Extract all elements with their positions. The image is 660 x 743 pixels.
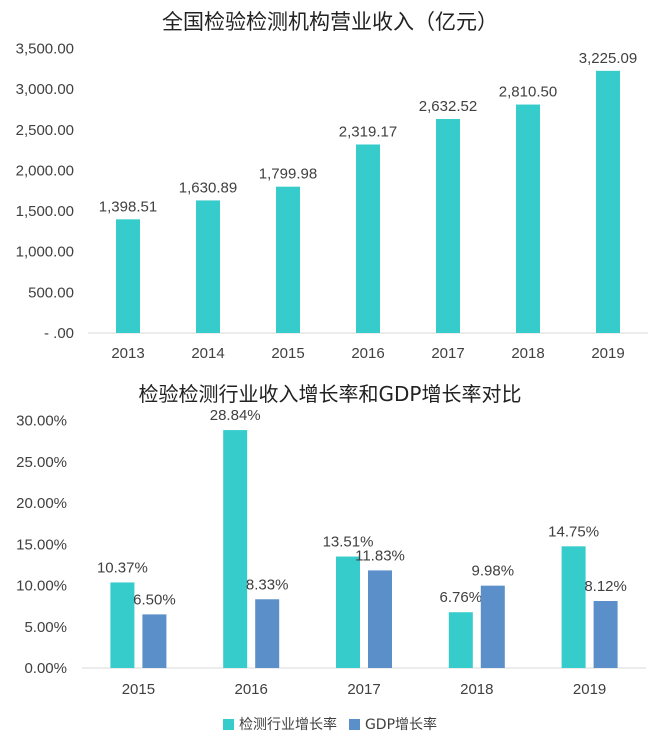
chart2-bar-industry bbox=[223, 430, 248, 668]
chart1-data-label: 1,799.98 bbox=[259, 166, 317, 183]
chart2-data-label-industry: 28.84% bbox=[210, 407, 261, 424]
chart2-bar-industry bbox=[561, 546, 586, 668]
chart2-data-label-gdp: 11.83% bbox=[355, 547, 405, 564]
chart1-ytick-label: 3,500.00 bbox=[16, 41, 74, 58]
chart1-xtick-label: 2019 bbox=[591, 345, 624, 362]
chart2-xtick-label: 2017 bbox=[347, 681, 380, 698]
chart1-xtick-label: 2018 bbox=[511, 345, 544, 362]
chart1-title: 全国检验检测机构营业收入（亿元） bbox=[162, 10, 498, 34]
chart2-bar-gdp bbox=[368, 570, 392, 668]
chart2-bar-gdp bbox=[593, 601, 618, 668]
chart1-ytick-label: 500.00 bbox=[28, 284, 74, 301]
chart2-bar-gdp bbox=[480, 585, 505, 668]
legend-item-gdp: GDP增长率 bbox=[348, 714, 438, 734]
chart2-xtick-label: 2015 bbox=[122, 681, 155, 698]
chart1-bar bbox=[356, 144, 380, 333]
chart2-data-label-industry: 13.51% bbox=[323, 534, 374, 551]
chart2-ytick-label: 30.00% bbox=[16, 413, 67, 430]
chart1-bar bbox=[596, 70, 620, 333]
chart2-data-label-industry: 14.75% bbox=[548, 523, 599, 540]
chart2-data-label-industry: 6.76% bbox=[440, 589, 483, 606]
chart1-ytick-label: 2,500.00 bbox=[16, 122, 74, 139]
chart1-xtick-label: 2013 bbox=[111, 345, 144, 362]
chart1-ytick-label: 1,000.00 bbox=[16, 244, 74, 261]
chart1-data-label: 1,398.51 bbox=[99, 198, 157, 215]
chart2-data-label-gdp: 9.98% bbox=[472, 563, 515, 580]
legend-item-industry: 检测行业增长率 bbox=[222, 714, 337, 734]
chart1-xtick-label: 2016 bbox=[351, 345, 384, 362]
chart2-ytick-label: 5.00% bbox=[24, 619, 67, 636]
chart1-bar bbox=[516, 104, 540, 333]
chart2-data-label-gdp: 6.50% bbox=[133, 591, 176, 608]
chart1-ytick-label: 3,000.00 bbox=[16, 81, 74, 98]
chart1-bar bbox=[436, 119, 460, 333]
chart2-ytick-label: 25.00% bbox=[16, 454, 67, 471]
chart1-bar bbox=[276, 186, 300, 333]
chart1-data-label: 2,319.17 bbox=[339, 123, 397, 140]
chart2-bar-industry bbox=[448, 612, 473, 668]
chart1-data-label: 2,632.52 bbox=[419, 98, 477, 115]
chart2-bar-gdp bbox=[255, 599, 280, 668]
chart2-bar-gdp bbox=[142, 614, 167, 668]
chart2-bar-industry bbox=[336, 556, 360, 668]
chart1-xtick-label: 2017 bbox=[431, 345, 464, 362]
chart1-data-label: 1,630.89 bbox=[179, 179, 237, 196]
chart1-xtick-label: 2014 bbox=[191, 345, 224, 362]
chart2-data-label-industry: 10.37% bbox=[97, 559, 148, 576]
chart1-bar bbox=[116, 219, 140, 333]
chart2-ytick-label: 20.00% bbox=[16, 495, 67, 512]
chart2-data-label-gdp: 8.12% bbox=[584, 578, 627, 595]
chart2-data-label-gdp: 8.33% bbox=[246, 576, 289, 593]
chart2-legend: 检测行业增长率 GDP增长率 bbox=[0, 714, 660, 734]
chart1-xtick-label: 2015 bbox=[271, 345, 304, 362]
chart2-xtick-label: 2019 bbox=[573, 681, 606, 698]
chart1-ytick-label: 2,000.00 bbox=[16, 162, 74, 179]
legend-label-gdp: GDP增长率 bbox=[364, 717, 438, 733]
chart1-bar bbox=[196, 200, 220, 333]
chart2-ytick-label: 15.00% bbox=[16, 536, 67, 553]
chart1-ytick-label: - .00 bbox=[44, 325, 74, 342]
chart1-data-label: 3,225.09 bbox=[579, 50, 637, 67]
chart1-data-label: 2,810.50 bbox=[499, 84, 557, 101]
chart2-title: 检验检测行业收入增长率和GDP增长率对比 bbox=[138, 382, 522, 406]
chart2-ytick-label: 0.00% bbox=[24, 660, 67, 677]
chart1-ytick-label: 1,500.00 bbox=[16, 203, 74, 220]
legend-swatch-gdp bbox=[348, 718, 360, 730]
chart2-bar-industry bbox=[110, 582, 135, 668]
chart2-ytick-label: 10.00% bbox=[16, 578, 67, 595]
chart2-xtick-label: 2018 bbox=[460, 681, 493, 698]
legend-swatch-industry bbox=[222, 718, 234, 730]
chart2-xtick-label: 2016 bbox=[235, 681, 268, 698]
legend-label-industry: 检测行业增长率 bbox=[238, 717, 337, 733]
